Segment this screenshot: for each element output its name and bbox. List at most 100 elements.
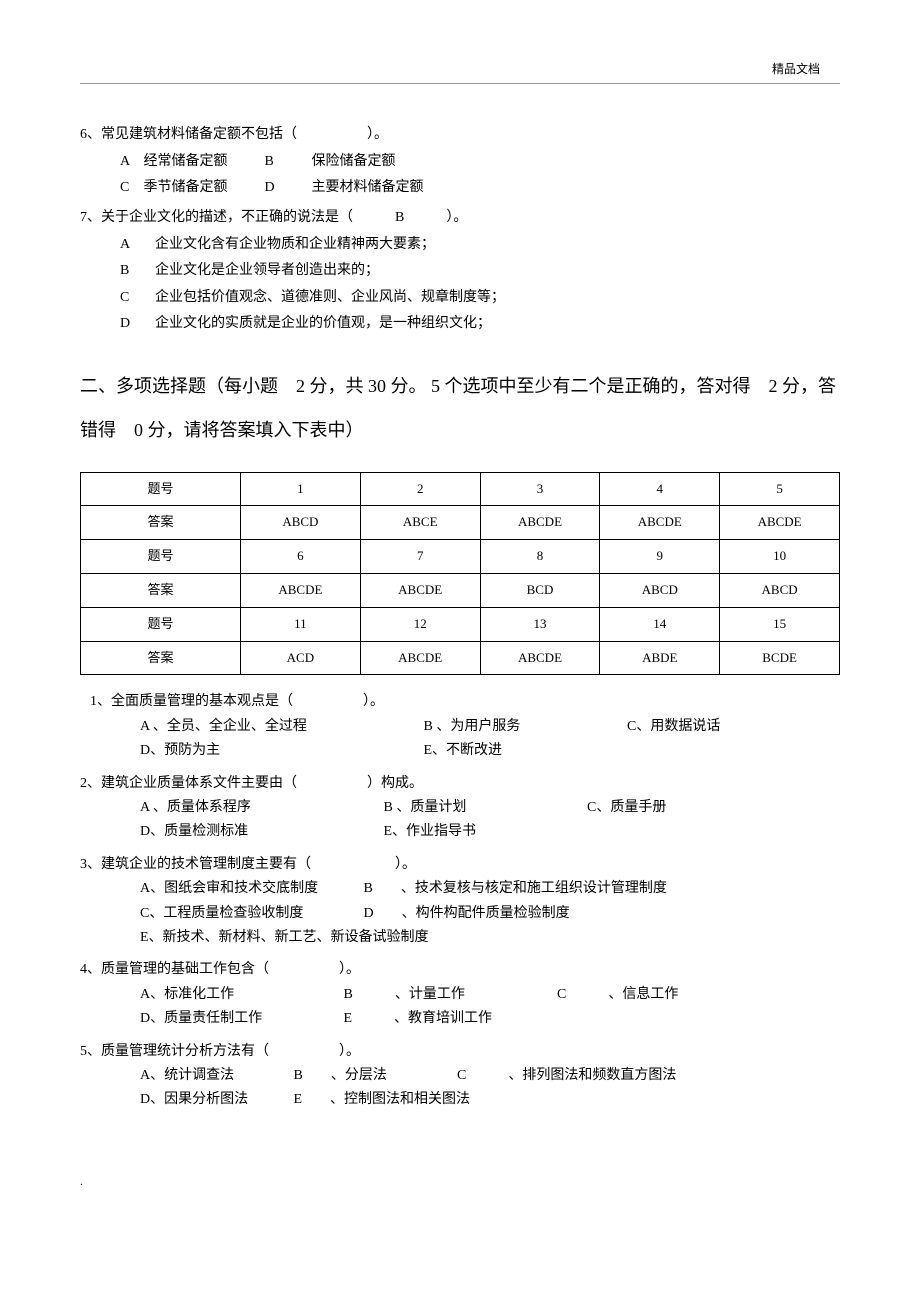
table-cell: ABCDE <box>720 506 840 540</box>
table-cell: ABCD <box>720 574 840 608</box>
table-cell: ABCDE <box>241 574 361 608</box>
table-cell: 6 <box>241 540 361 574</box>
table-cell: 12 <box>360 607 480 641</box>
table-cell: ABCD <box>600 574 720 608</box>
q6-optD-label: D <box>265 177 285 199</box>
mq4-optB: B 、计量工作 <box>344 984 504 1006</box>
header-divider <box>80 83 840 84</box>
q7-optB-text: 企业文化是企业领导者创造出来的； <box>155 263 379 278</box>
question-7: 7、关于企业文化的描述，不正确的说法是（ B ）。 A 企业文化含有企业物质和企… <box>80 207 840 335</box>
table-cell: 7 <box>360 540 480 574</box>
mq1-optC: C、用数据说话 <box>627 716 720 738</box>
table-cell-label: 题号 <box>81 540 241 574</box>
mq3-optA: A、图纸会审和技术交底制度 <box>140 878 340 900</box>
table-cell: 2 <box>360 472 480 506</box>
q7-optB-label: B <box>120 260 140 282</box>
table-cell: ABCDE <box>600 506 720 540</box>
table-cell-label: 题号 <box>81 607 241 641</box>
header-label: 精品文档 <box>80 60 840 79</box>
table-cell: 11 <box>241 607 361 641</box>
table-row: 题号 1 2 3 4 5 <box>81 472 840 506</box>
mq5-optB: B 、分层法 <box>294 1065 424 1087</box>
mq2-text: 2、建筑企业质量体系文件主要由（ ）构成。 <box>80 773 840 795</box>
multi-question-3: 3、建筑企业的技术管理制度主要有（ ）。 A、图纸会审和技术交底制度 B 、技术… <box>80 854 840 950</box>
q6-optD-text: 主要材料储备定额 <box>312 180 424 195</box>
multi-question-2: 2、建筑企业质量体系文件主要由（ ）构成。 A 、质量体系程序 B 、质量计划 … <box>80 773 840 844</box>
mq2-optC: C、质量手册 <box>587 797 666 819</box>
mq3-optD: D 、构件构配件质量检验制度 <box>364 903 570 925</box>
q6-optC-text: 季节储备定额 <box>144 180 228 195</box>
table-cell: ABDE <box>600 641 720 675</box>
table-cell: 3 <box>480 472 600 506</box>
mq5-text: 5、质量管理统计分析方法有（ ）。 <box>80 1041 840 1063</box>
table-cell: ABCDE <box>360 641 480 675</box>
table-cell: ABCE <box>360 506 480 540</box>
mq5-optE: E 、控制图法和相关图法 <box>294 1089 471 1111</box>
q6-optB-label: B <box>265 151 285 173</box>
q6-optA-label: A <box>120 151 140 173</box>
q7-optC-text: 企业包括价值观念、道德准则、企业风尚、规章制度等； <box>155 290 505 305</box>
table-cell: 5 <box>720 472 840 506</box>
mq2-optD: D、质量检测标准 <box>140 821 330 843</box>
mq4-optD: D、质量责任制工作 <box>140 1008 290 1030</box>
mq1-optB: B 、为用户服务 <box>424 716 574 738</box>
section-2-title: 二、多项选择题（每小题 2 分，共 30 分。 5 个选项中至少有二个是正确的，… <box>80 365 840 451</box>
table-cell-label: 题号 <box>81 472 241 506</box>
q7-optA-label: A <box>120 234 140 256</box>
question-6-text: 6、常见建筑材料储备定额不包括（ ）。 <box>80 124 840 146</box>
table-cell: ACD <box>241 641 361 675</box>
table-row: 答案 ABCDE ABCDE BCD ABCD ABCD <box>81 574 840 608</box>
table-row: 答案 ABCD ABCE ABCDE ABCDE ABCDE <box>81 506 840 540</box>
multi-question-1: 1、全面质量管理的基本观点是（ ）。 A 、全员、全企业、全过程 B 、为用户服… <box>80 691 840 762</box>
table-cell: 10 <box>720 540 840 574</box>
mq3-optE: E、新技术、新材料、新工艺、新设备试验制度 <box>140 927 429 949</box>
table-cell-label: 答案 <box>81 641 241 675</box>
table-row: 答案 ACD ABCDE ABCDE ABDE BCDE <box>81 641 840 675</box>
q7-optD-label: D <box>120 313 140 335</box>
mq3-text: 3、建筑企业的技术管理制度主要有（ ）。 <box>80 854 840 876</box>
mq1-optA: A 、全员、全企业、全过程 <box>140 716 370 738</box>
multi-question-5: 5、质量管理统计分析方法有（ ）。 A、统计调查法 B 、分层法 C 、排列图法… <box>80 1041 840 1112</box>
multi-question-4: 4、质量管理的基础工作包含（ ）。 A、标准化工作 B 、计量工作 C 、信息工… <box>80 959 840 1030</box>
table-cell: 1 <box>241 472 361 506</box>
mq5-optD: D、因果分析图法 <box>140 1089 260 1111</box>
question-7-options: A 企业文化含有企业物质和企业精神两大要素； B 企业文化是企业领导者创造出来的… <box>80 234 840 336</box>
mq3-optC: C、工程质量检查验收制度 <box>140 903 340 925</box>
table-row: 题号 11 12 13 14 15 <box>81 607 840 641</box>
mq4-text: 4、质量管理的基础工作包含（ ）。 <box>80 959 840 981</box>
mq1-text: 1、全面质量管理的基本观点是（ ）。 <box>80 691 840 713</box>
question-7-text: 7、关于企业文化的描述，不正确的说法是（ B ）。 <box>80 207 840 229</box>
mq2-optB: B 、质量计划 <box>384 797 534 819</box>
q6-optB-text: 保险储备定额 <box>312 154 396 169</box>
q6-optC-label: C <box>120 177 140 199</box>
table-cell: 4 <box>600 472 720 506</box>
q7-optC-label: C <box>120 287 140 309</box>
table-cell: ABCDE <box>480 641 600 675</box>
table-row: 题号 6 7 8 9 10 <box>81 540 840 574</box>
mq3-optB: B 、技术复核与核定和施工组织设计管理制度 <box>364 878 667 900</box>
table-cell: ABCD <box>241 506 361 540</box>
mq4-optE: E 、教育培训工作 <box>344 1008 493 1030</box>
mq2-optE: E、作业指导书 <box>384 821 477 843</box>
table-cell: 15 <box>720 607 840 641</box>
answer-table: 题号 1 2 3 4 5 答案 ABCD ABCE ABCDE ABCDE AB… <box>80 472 840 676</box>
mq1-optE: E、不断改进 <box>424 740 503 762</box>
q6-optA-text: 经常储备定额 <box>144 154 228 169</box>
table-cell: ABCDE <box>480 506 600 540</box>
mq5-optA: A、统计调查法 <box>140 1065 260 1087</box>
mq1-optD: D、预防为主 <box>140 740 370 762</box>
table-cell: 9 <box>600 540 720 574</box>
mq4-optC: C 、信息工作 <box>557 984 678 1006</box>
mq4-optA: A、标准化工作 <box>140 984 290 1006</box>
question-6: 6、常见建筑材料储备定额不包括（ ）。 A 经常储备定额 B 保险储备定额 C … <box>80 124 840 199</box>
q7-optA-text: 企业文化含有企业物质和企业精神两大要素； <box>155 237 435 252</box>
table-cell-label: 答案 <box>81 574 241 608</box>
q7-optD-text: 企业文化的实质就是企业的价值观，是一种组织文化； <box>155 316 491 331</box>
table-cell: 14 <box>600 607 720 641</box>
table-cell: BCD <box>480 574 600 608</box>
footer-dot: . <box>80 1172 840 1191</box>
mq5-optC: C 、排列图法和频数直方图法 <box>457 1065 676 1087</box>
table-cell: BCDE <box>720 641 840 675</box>
table-cell-label: 答案 <box>81 506 241 540</box>
mq2-optA: A 、质量体系程序 <box>140 797 330 819</box>
